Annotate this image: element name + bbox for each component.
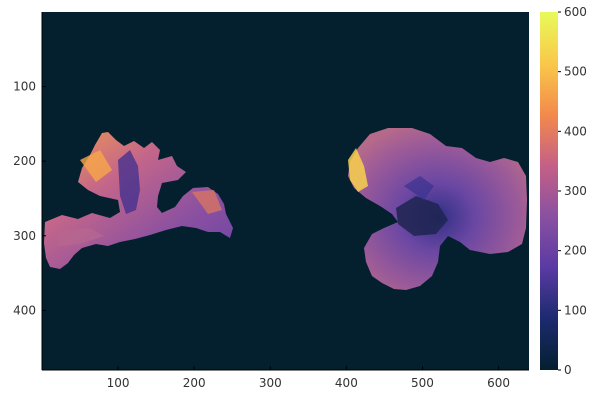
colorbar-tick-label: 100 <box>564 303 587 317</box>
colorbar-tick-label: 300 <box>564 184 587 198</box>
x-tick-label: 400 <box>335 376 358 390</box>
colorbar-tick-label: 400 <box>564 124 587 138</box>
y-tick-label: 400 <box>13 303 36 317</box>
colorbar-tick-label: 500 <box>564 65 587 79</box>
x-tick-label: 200 <box>183 376 206 390</box>
y-axis-ticks: 100 200 300 400 <box>13 80 46 317</box>
colorbar-tick-label: 200 <box>564 244 587 258</box>
x-axis-ticks: 100 200 300 400 500 600 <box>107 366 510 390</box>
y-tick-label: 100 <box>13 80 36 94</box>
colorbar <box>540 12 558 370</box>
colorbar-tick-label: 600 <box>564 5 587 19</box>
x-tick-label: 300 <box>259 376 282 390</box>
right-plant-region <box>348 128 527 290</box>
y-tick-label: 300 <box>13 229 36 243</box>
y-tick-label: 200 <box>13 154 36 168</box>
left-plant-region <box>44 132 233 269</box>
colorbar-ticks: 0 100 200 300 400 500 600 <box>558 5 587 377</box>
x-tick-label: 600 <box>487 376 510 390</box>
colorbar-tick-label: 0 <box>564 363 572 377</box>
x-tick-label: 100 <box>107 376 130 390</box>
x-tick-label: 500 <box>411 376 434 390</box>
